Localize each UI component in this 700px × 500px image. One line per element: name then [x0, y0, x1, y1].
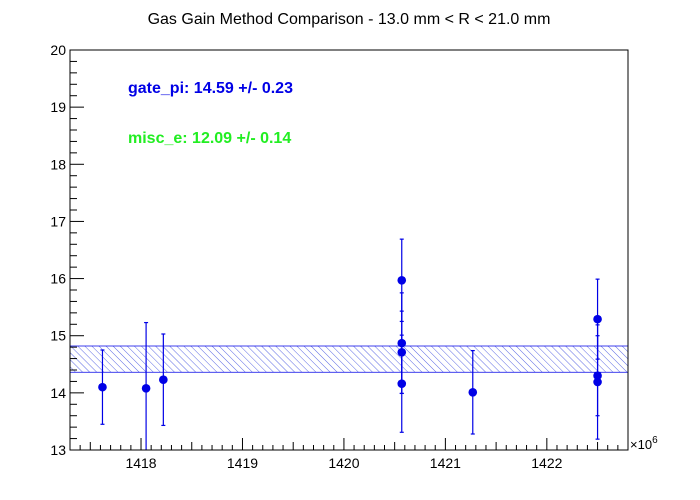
- point-marker: [141, 383, 151, 393]
- x-tick-label: 1418: [125, 455, 156, 471]
- data-point: [593, 324, 602, 440]
- y-tick-label: 14: [50, 385, 66, 401]
- data-point: [141, 321, 151, 450]
- y-tick-label: 16: [50, 271, 66, 287]
- y-tick-label: 15: [50, 328, 66, 344]
- y-axis: 13 14 15 16 17 18 19 20: [50, 42, 84, 458]
- point-marker: [593, 314, 602, 324]
- data-point: [98, 349, 107, 425]
- point-marker: [468, 387, 478, 397]
- x-tick-label: 1419: [227, 455, 258, 471]
- data-point: [397, 334, 407, 433]
- annotation-gate-pi: gate_pi: 14.59 +/- 0.23: [128, 80, 293, 97]
- y-tick-label: 17: [50, 213, 66, 229]
- fit-band-layer: [70, 345, 628, 373]
- y-tick-label: 19: [50, 99, 66, 115]
- x-axis: 1418 1419 1420 1421 1422: [69, 438, 629, 471]
- point-marker: [397, 275, 407, 285]
- x-exponent-superscript: 6: [652, 435, 658, 446]
- y-tick-label: 18: [50, 156, 66, 172]
- x-exponent-label: ×106: [630, 435, 658, 452]
- point-marker: [159, 375, 168, 385]
- x-tick-label: 1421: [430, 455, 461, 471]
- annotation-misc-e: misc_e: 12.09 +/- 0.14: [128, 130, 291, 147]
- y-tick-label: 20: [50, 42, 66, 58]
- data-point: [468, 349, 478, 435]
- chart-title: Gas Gain Method Comparison - 13.0 mm < R…: [148, 11, 551, 28]
- point-marker: [593, 377, 602, 387]
- point-marker: [98, 382, 107, 392]
- point-marker: [397, 379, 407, 389]
- data-point: [159, 333, 168, 427]
- x-tick-label: 1422: [531, 455, 562, 471]
- x-tick-label: 1420: [328, 455, 359, 471]
- data-points-layer: [98, 238, 602, 450]
- y-tick-label: 13: [50, 442, 66, 458]
- plot-frame: [69, 49, 629, 451]
- fit-band-hatch: [70, 346, 628, 373]
